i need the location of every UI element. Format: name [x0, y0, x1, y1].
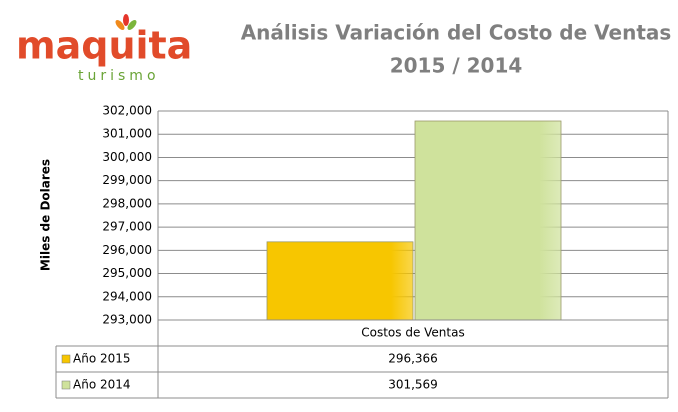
- y-tick-label: 300,000: [102, 150, 152, 164]
- chart-subtitle: 2015 / 2014: [390, 54, 523, 78]
- y-tick-label: 299,000: [102, 173, 152, 187]
- y-tick-label: 295,000: [102, 266, 152, 280]
- logo-name: maquita: [16, 24, 192, 68]
- logo-icon: [115, 14, 137, 30]
- y-tick-label: 301,000: [102, 127, 152, 141]
- table-value: 296,366: [388, 352, 438, 366]
- legend-label: Año 2014: [73, 378, 131, 392]
- y-tick-label: 298,000: [102, 196, 152, 210]
- chart-title: Análisis Variación del Costo de Ventas: [241, 21, 672, 45]
- bar: [266, 241, 414, 321]
- legend-swatch: [61, 380, 71, 390]
- y-axis-label: Miles de Dolares: [39, 159, 53, 271]
- bar: [414, 120, 562, 321]
- y-tick-label: 297,000: [102, 220, 152, 234]
- y-tick-label: 293,000: [102, 313, 152, 327]
- table-value: 301,569: [388, 378, 438, 392]
- y-tick-label: 302,000: [102, 104, 152, 118]
- y-tick-label: 296,000: [102, 243, 152, 257]
- legend-label: Año 2015: [73, 352, 131, 366]
- y-tick-label: 294,000: [102, 289, 152, 303]
- x-tick-label: Costos de Ventas: [361, 326, 464, 340]
- legend-swatch: [61, 354, 71, 364]
- logo-tagline: turismo: [78, 68, 160, 84]
